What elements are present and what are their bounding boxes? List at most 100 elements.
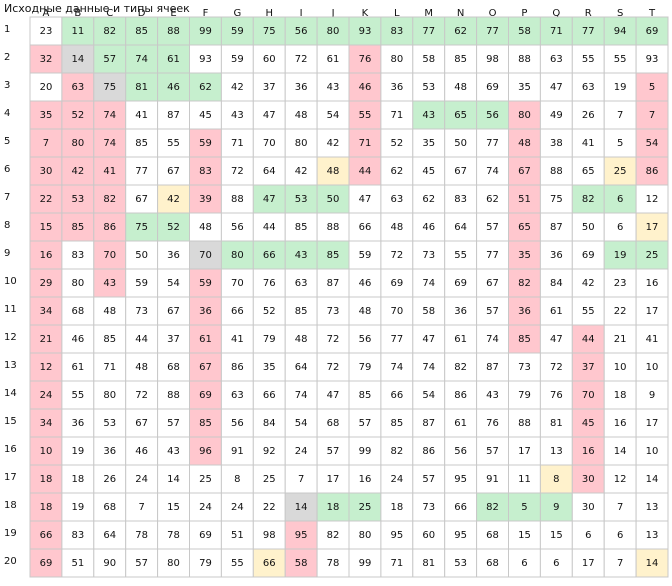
cell-value: 19 xyxy=(614,250,627,261)
column-header: R xyxy=(585,8,592,19)
cell-value: 99 xyxy=(359,446,372,457)
cell-value: 17 xyxy=(327,474,340,485)
cell-value: 47 xyxy=(263,194,276,205)
cell-value: 73 xyxy=(422,250,435,261)
cell-value: 46 xyxy=(422,222,435,233)
cell-value: 58 xyxy=(518,26,531,37)
cell-value: 81 xyxy=(135,82,148,93)
cell xyxy=(348,380,382,410)
cell-value: 35 xyxy=(518,82,531,93)
row-header: 4 xyxy=(4,108,10,119)
cell xyxy=(61,44,95,74)
cell-value: 10 xyxy=(614,362,627,373)
cell xyxy=(603,268,637,298)
cell-value: 62 xyxy=(422,194,435,205)
cell xyxy=(284,240,318,270)
cell xyxy=(380,184,414,214)
row-header: 20 xyxy=(4,556,17,567)
cell-value: 45 xyxy=(422,166,435,177)
cell-value: 63 xyxy=(71,82,84,93)
row-header: 13 xyxy=(4,360,17,371)
cell-value: 80 xyxy=(167,558,180,569)
cell-value: 13 xyxy=(646,502,659,513)
cell-value: 74 xyxy=(103,110,116,121)
cell-value: 82 xyxy=(103,26,116,37)
cell-value: 41 xyxy=(582,138,595,149)
cell-value: 64 xyxy=(295,362,308,373)
cell-value: 88 xyxy=(518,54,531,65)
cell xyxy=(189,184,222,214)
cell xyxy=(252,240,286,270)
cell xyxy=(252,16,286,46)
cell xyxy=(444,492,478,522)
cell-value: 15 xyxy=(167,502,180,513)
cell xyxy=(316,240,350,270)
cell-value: 47 xyxy=(359,194,372,205)
cell-value: 15 xyxy=(40,222,53,233)
cell xyxy=(284,324,318,354)
cell xyxy=(380,296,414,326)
cell-value: 23 xyxy=(614,278,627,289)
cell-value: 61 xyxy=(199,334,212,345)
cell xyxy=(29,548,63,578)
cell-value: 73 xyxy=(327,306,340,317)
cell xyxy=(61,520,95,550)
cell-value: 57 xyxy=(327,446,340,457)
cell-value: 61 xyxy=(327,54,340,65)
cell xyxy=(61,548,95,578)
cell-value: 25 xyxy=(614,166,627,177)
cell-value: 10 xyxy=(646,446,659,457)
column-header: F xyxy=(203,8,209,19)
cell-value: 57 xyxy=(103,54,116,65)
cell-value: 55 xyxy=(231,558,244,569)
cell-value: 38 xyxy=(550,138,563,149)
cell xyxy=(252,380,286,410)
cell-value: 83 xyxy=(71,250,84,261)
cell-value: 43 xyxy=(231,110,244,121)
cell-value: 82 xyxy=(518,278,531,289)
cell-value: 67 xyxy=(199,362,212,373)
cell-value: 36 xyxy=(518,306,531,317)
cell-value: 7 xyxy=(617,502,623,513)
cell-value: 73 xyxy=(518,362,531,373)
cell-value: 53 xyxy=(71,194,84,205)
cell-value: 7 xyxy=(298,474,304,485)
cell-value: 98 xyxy=(263,530,276,541)
cell xyxy=(189,268,222,298)
cell-value: 30 xyxy=(40,166,53,177)
column-header: A xyxy=(43,8,50,19)
cell xyxy=(476,100,510,130)
cell xyxy=(571,268,605,298)
cell xyxy=(635,380,669,410)
cell xyxy=(220,128,254,158)
cell-value: 7 xyxy=(138,502,144,513)
cell-value: 56 xyxy=(231,418,244,429)
cell xyxy=(29,156,63,186)
cell-value: 66 xyxy=(231,306,244,317)
cell-value: 88 xyxy=(231,194,244,205)
cell xyxy=(412,16,446,46)
cell-value: 66 xyxy=(390,390,403,401)
cell xyxy=(252,352,286,382)
cell-value: 36 xyxy=(454,306,467,317)
cell xyxy=(635,436,669,466)
cell xyxy=(571,324,605,354)
cell-value: 68 xyxy=(327,418,340,429)
cell-value: 68 xyxy=(71,306,84,317)
cell xyxy=(508,492,541,522)
cell xyxy=(571,128,605,158)
cell-value: 55 xyxy=(582,54,595,65)
cell-value: 82 xyxy=(582,194,595,205)
row-header: 2 xyxy=(4,52,10,63)
cell xyxy=(603,492,637,522)
cell xyxy=(220,240,254,270)
cell-value: 72 xyxy=(390,250,403,261)
cell xyxy=(316,156,350,186)
cell-value: 53 xyxy=(295,194,308,205)
cell-value: 70 xyxy=(582,390,595,401)
cell-value: 42 xyxy=(71,166,84,177)
cell-value: 48 xyxy=(454,82,467,93)
cell-value: 18 xyxy=(40,474,53,485)
cell-value: 71 xyxy=(550,26,563,37)
